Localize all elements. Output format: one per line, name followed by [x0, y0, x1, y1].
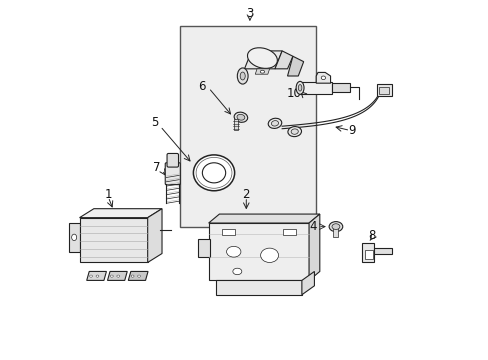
Ellipse shape	[237, 68, 247, 84]
Polygon shape	[255, 69, 269, 74]
Polygon shape	[86, 271, 106, 280]
Polygon shape	[69, 223, 80, 252]
Ellipse shape	[196, 157, 231, 188]
Polygon shape	[361, 243, 373, 262]
Polygon shape	[373, 248, 391, 253]
Text: 7: 7	[153, 161, 160, 174]
Text: 2: 2	[242, 188, 249, 201]
Polygon shape	[215, 280, 301, 295]
Ellipse shape	[296, 81, 304, 94]
Polygon shape	[301, 271, 314, 295]
FancyBboxPatch shape	[167, 153, 178, 167]
FancyBboxPatch shape	[234, 119, 238, 130]
Ellipse shape	[234, 112, 247, 122]
Bar	[222, 229, 234, 235]
Text: 6: 6	[197, 80, 205, 93]
Bar	[379, 87, 388, 94]
Ellipse shape	[131, 275, 134, 277]
Ellipse shape	[247, 48, 277, 68]
Ellipse shape	[72, 234, 77, 240]
Ellipse shape	[260, 248, 278, 262]
Text: 10: 10	[286, 87, 301, 100]
Ellipse shape	[96, 275, 99, 277]
Ellipse shape	[287, 127, 301, 137]
Text: 8: 8	[367, 229, 375, 242]
Polygon shape	[80, 209, 162, 218]
Ellipse shape	[321, 76, 325, 80]
Ellipse shape	[331, 224, 339, 229]
Polygon shape	[300, 82, 332, 94]
Bar	[376, 84, 391, 96]
Ellipse shape	[237, 114, 244, 120]
Text: 3: 3	[245, 7, 253, 20]
Polygon shape	[198, 239, 210, 257]
Polygon shape	[208, 214, 319, 223]
Text: 1: 1	[104, 188, 112, 201]
Bar	[282, 229, 295, 235]
Polygon shape	[308, 214, 319, 280]
Polygon shape	[244, 51, 282, 69]
Ellipse shape	[226, 246, 241, 257]
Ellipse shape	[298, 85, 301, 91]
Ellipse shape	[240, 72, 244, 80]
Ellipse shape	[328, 222, 342, 231]
Ellipse shape	[89, 275, 92, 277]
FancyBboxPatch shape	[165, 163, 180, 185]
Polygon shape	[287, 56, 303, 76]
Ellipse shape	[193, 155, 234, 191]
Bar	[333, 226, 338, 237]
Ellipse shape	[110, 275, 113, 277]
Text: 9: 9	[347, 124, 355, 137]
Polygon shape	[316, 72, 330, 83]
Bar	[180, 26, 316, 226]
Ellipse shape	[267, 118, 281, 129]
Polygon shape	[107, 271, 127, 280]
Text: 5: 5	[151, 116, 158, 129]
Polygon shape	[147, 209, 162, 262]
Polygon shape	[128, 271, 148, 280]
Ellipse shape	[232, 268, 241, 275]
Ellipse shape	[260, 70, 264, 73]
Bar	[332, 83, 349, 92]
Ellipse shape	[271, 121, 278, 126]
Bar	[364, 250, 372, 259]
Polygon shape	[80, 218, 147, 262]
Ellipse shape	[202, 163, 225, 183]
Ellipse shape	[117, 275, 120, 277]
Ellipse shape	[137, 275, 140, 277]
Ellipse shape	[290, 129, 298, 134]
Polygon shape	[208, 223, 308, 280]
Text: 4: 4	[308, 220, 316, 233]
Polygon shape	[274, 51, 292, 69]
